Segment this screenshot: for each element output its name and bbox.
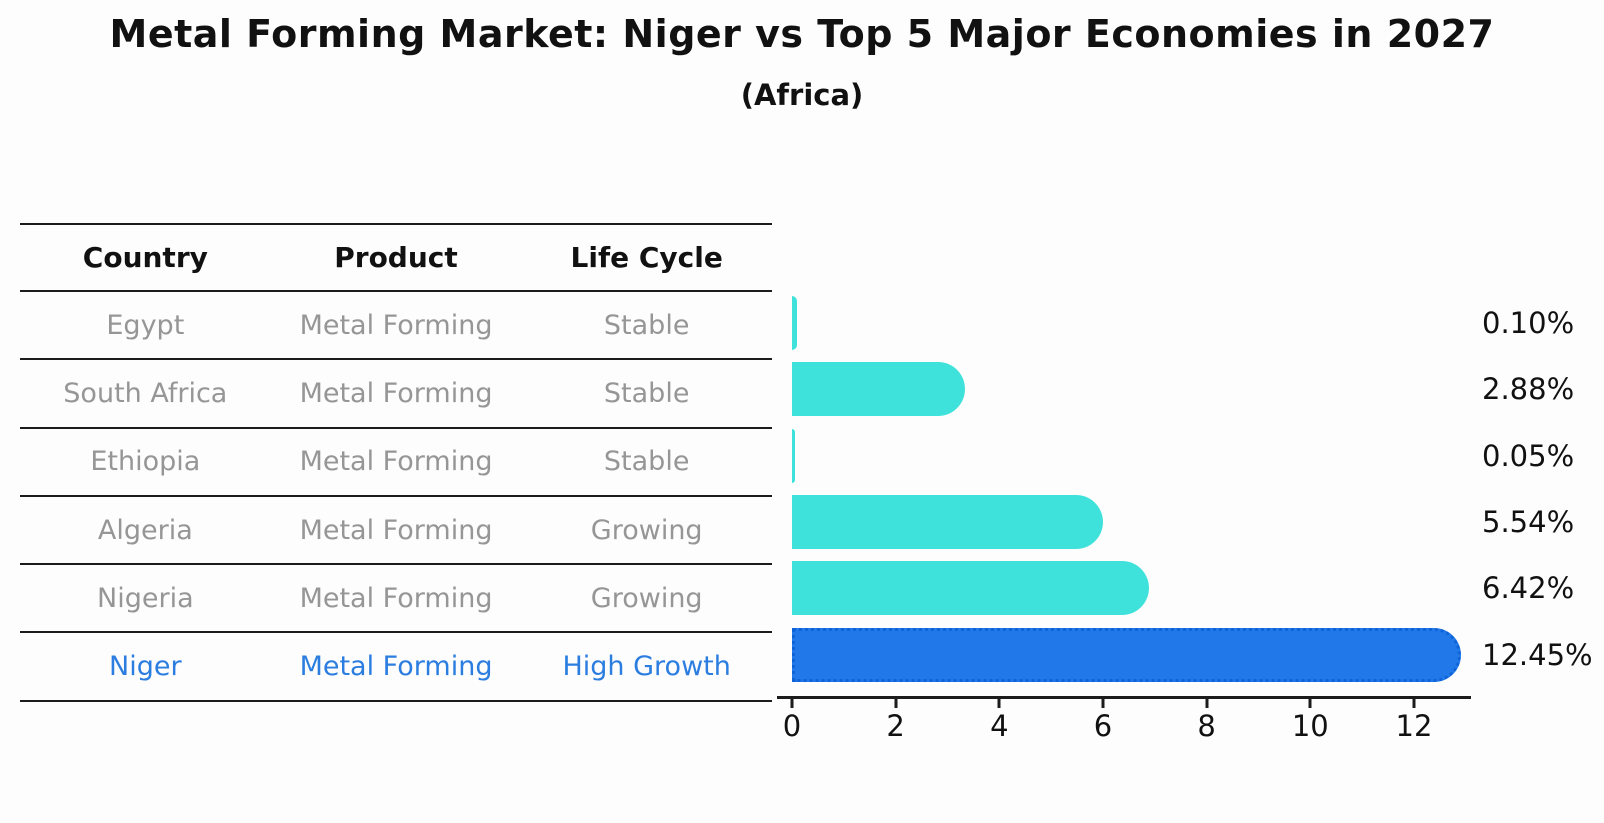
cell-product: Metal Forming	[299, 446, 493, 478]
x-axis-tick-label: 8	[1197, 709, 1216, 743]
x-axis-tick	[1412, 699, 1416, 708]
x-axis-tick	[1205, 699, 1209, 708]
value-label-nigeria: 6.42%	[1482, 571, 1575, 606]
cell-life-cycle: Growing	[590, 514, 703, 546]
value-label-south-africa: 2.88%	[1482, 372, 1575, 407]
x-axis-tick-label: 6	[1093, 709, 1113, 743]
chart-subtitle: (Africa)	[740, 78, 864, 112]
cell-product: Metal Forming	[299, 377, 493, 409]
table-row: Nigeria Metal Forming Growing	[20, 563, 772, 631]
cell-product: Metal Forming	[299, 582, 493, 614]
chart-title: Metal Forming Market: Niger vs Top 5 Maj…	[109, 12, 1495, 56]
cell-country: Algeria	[97, 514, 193, 546]
x-axis-tick	[790, 699, 794, 708]
bar-band	[792, 555, 1471, 621]
bar-niger	[792, 627, 1462, 682]
value-label-niger: 12.45%	[1482, 637, 1593, 672]
header-life-cycle: Life Cycle	[570, 241, 723, 274]
bar-band	[792, 356, 1471, 422]
x-axis-tick-label: 12	[1395, 709, 1433, 743]
cell-country: Egypt	[106, 309, 185, 341]
bar-band	[792, 622, 1471, 688]
bar-south-africa	[792, 362, 966, 417]
cell-product: Metal Forming	[299, 514, 493, 546]
x-axis-line	[777, 696, 1471, 699]
table-row: South Africa Metal Forming Stable	[20, 358, 772, 426]
bar-ethiopia	[792, 428, 795, 483]
header-country: Country	[82, 241, 208, 274]
cell-life-cycle: Stable	[603, 377, 690, 409]
cell-country: South Africa	[63, 377, 228, 409]
x-axis-tick	[894, 699, 898, 708]
cell-product: Metal Forming	[299, 651, 493, 683]
header-product: Product	[334, 241, 458, 274]
table-row: Algeria Metal Forming Growing	[20, 494, 772, 563]
x-axis-tick-label: 4	[990, 709, 1009, 743]
x-axis-tick-label: 10	[1291, 709, 1329, 743]
cell-life-cycle: High Growth	[562, 651, 731, 683]
x-axis-tick	[1101, 699, 1105, 708]
cell-life-cycle: Growing	[590, 582, 703, 614]
bar-algeria	[792, 494, 1104, 549]
bar-nigeria	[792, 561, 1149, 616]
cell-product: Metal Forming	[299, 309, 493, 341]
country-table: Country Product Life Cycle Egypt Metal F…	[20, 223, 772, 702]
x-axis-tick-label: 2	[886, 709, 905, 743]
cell-country: Niger	[109, 651, 182, 683]
value-label-egypt: 0.10%	[1482, 306, 1575, 341]
cell-life-cycle: Stable	[603, 446, 690, 478]
bar-band	[792, 290, 1471, 356]
x-axis-tick	[1308, 699, 1312, 708]
bar-band	[792, 489, 1471, 555]
table-row: Ethiopia Metal Forming Stable	[20, 426, 772, 495]
bar-band	[792, 423, 1471, 489]
bar-egypt	[792, 296, 798, 350]
table-row: Egypt Metal Forming Stable	[20, 290, 772, 358]
table-header-row: Country Product Life Cycle	[20, 223, 772, 290]
table-row-highlighted: Niger Metal Forming High Growth	[20, 631, 772, 702]
cell-country: Ethiopia	[90, 446, 201, 478]
value-label-algeria: 5.54%	[1482, 505, 1575, 540]
value-label-ethiopia: 0.05%	[1482, 438, 1575, 473]
x-axis-tick	[997, 699, 1001, 708]
bar-chart-plot-area	[792, 290, 1471, 688]
x-axis-tick-label: 0	[782, 709, 802, 743]
cell-country: Nigeria	[97, 582, 194, 614]
value-label-column: 0.10% 2.88% 0.05% 5.54% 6.42% 12.45%	[1482, 290, 1604, 688]
x-axis: 0 2 4 6 8 10 12	[777, 696, 1471, 746]
cell-life-cycle: Stable	[603, 309, 690, 341]
